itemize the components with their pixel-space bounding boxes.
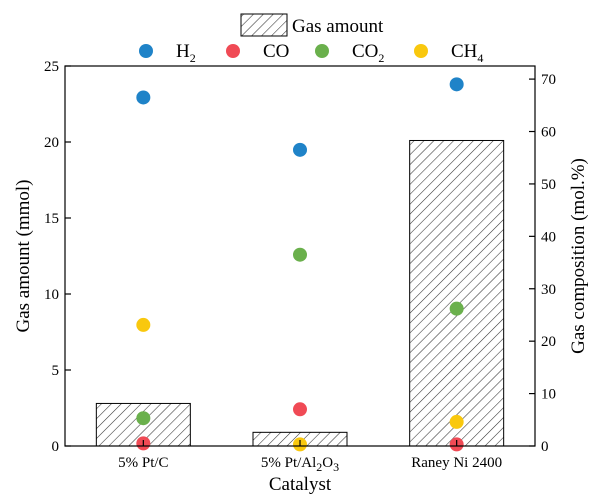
x-axis: 5% Pt/C 5% Pt/Al2O3 Raney Ni 2400	[118, 440, 502, 474]
legend-bar-label: Gas amount	[292, 16, 384, 37]
right-tick-label: 60	[541, 125, 556, 141]
point-ch4-0	[136, 317, 151, 332]
right-axis-title: Gas composition (mol.%)	[568, 158, 589, 354]
point-co2-0	[136, 411, 151, 426]
right-tick-label: 0	[541, 439, 549, 455]
left-tick-label: 15	[44, 211, 59, 227]
left-tick-label: 25	[44, 59, 59, 75]
left-tick-label: 10	[44, 287, 59, 303]
left-axis: 0 5 10 15 20 25	[44, 59, 71, 455]
left-tick-label: 20	[44, 135, 59, 151]
point-co-1	[293, 402, 307, 417]
left-tick-label: 5	[52, 363, 60, 379]
right-tick-label: 40	[541, 229, 556, 245]
point-h2-1	[293, 142, 307, 157]
right-tick-label: 70	[541, 72, 556, 88]
point-co2-2	[449, 301, 464, 316]
point-h2-2	[449, 77, 464, 92]
legend-label-co: CO	[263, 41, 289, 62]
x-tick-label: Raney Ni 2400	[411, 455, 502, 471]
plot-area	[64, 65, 536, 452]
legend-label-ch4: CH4	[451, 41, 483, 65]
left-tick-label: 0	[52, 439, 60, 455]
x-tick-label: 5% Pt/C	[118, 455, 168, 471]
legend: Gas amount H2 CO CO2 CH4	[139, 13, 483, 65]
point-ch4-2	[449, 414, 464, 429]
right-axis: 0 10 20 30 40 50 60 70	[529, 72, 556, 455]
point-h2-0	[136, 90, 151, 105]
legend-label-h2: H2	[176, 41, 196, 65]
x-tick-label: 5% Pt/Al2O3	[261, 455, 339, 474]
right-tick-label: 30	[541, 282, 556, 298]
legend-marker-h2	[139, 44, 153, 58]
bars	[95, 139, 505, 447]
legend-marker-co2	[315, 44, 329, 58]
legend-scatter: H2 CO CO2 CH4	[139, 41, 483, 65]
legend-marker-co	[226, 44, 240, 58]
left-axis-title: Gas amount (mmol)	[13, 179, 34, 332]
legend-label-co2: CO2	[352, 41, 384, 65]
x-axis-title: Catalyst	[269, 474, 332, 495]
point-co2-1	[293, 247, 307, 262]
right-tick-label: 20	[541, 334, 556, 350]
right-tick-label: 50	[541, 177, 556, 193]
bar-2	[409, 139, 505, 447]
legend-bar-swatch	[240, 13, 288, 37]
right-tick-label: 10	[541, 387, 556, 403]
legend-marker-ch4	[414, 44, 428, 58]
